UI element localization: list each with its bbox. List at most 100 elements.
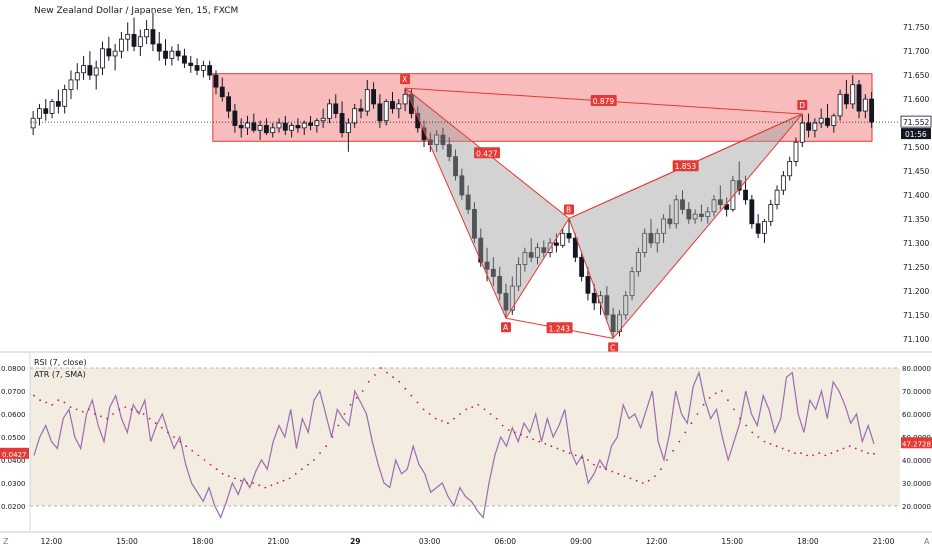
candle-body [686,208,692,220]
atr-tick-label: 0.0700 [1,388,26,396]
price-tick-label: 71.450 [903,167,929,176]
candle-body [516,264,522,287]
time-tick-label: 03:00 [419,537,441,546]
ratio-badge[interactable] [672,160,699,172]
candle-body [812,122,818,131]
pattern-point-c[interactable] [608,342,619,353]
atr-dot [526,436,528,438]
time-tick-label: 12:00 [646,537,668,546]
atr-dot [690,422,693,425]
resistance-zone-rect[interactable] [212,73,873,142]
rsi-line[interactable] [33,370,875,520]
atr-dot [100,415,102,418]
pattern-point-x[interactable] [400,74,411,85]
candle-body [585,276,591,294]
atr-dot [45,401,48,404]
time-tick-label: 21:00 [268,537,290,546]
atr-dot [477,403,480,406]
atr-dot [288,477,291,480]
candle-body [106,48,112,57]
atr-dot [294,472,297,475]
time-tick-label: 18:00 [192,537,214,546]
ratio-badge[interactable] [590,95,617,107]
candle-body [806,122,812,131]
candle-body [717,199,723,205]
rsi-atr-pane[interactable]: 0.0800 0.0700 0.0600 0.0500 0.0400 0.0300 0.02… [0,353,932,531]
zoom-reset-icon[interactable]: Z [3,537,9,546]
price-tick-label: 71.250 [903,263,929,272]
candle-body [705,211,711,217]
atr-dot [501,424,504,427]
candle-body [118,38,124,52]
atr-dot [227,475,230,477]
resistance-zone[interactable] [212,73,873,142]
candle-body [780,175,786,191]
last-price-badge [900,115,932,128]
candle-body [390,101,395,110]
atr-dot [75,408,78,411]
candle-body [743,189,748,201]
rsi-legend: RSI (7, close) [34,358,87,367]
candle-body [327,103,332,119]
atr-tick-label: 0.0600 [1,411,26,419]
atr-dot [434,417,437,420]
atr-dot [824,454,827,457]
atr-dot [787,449,790,452]
atr-dot [410,394,413,397]
candle-body [629,271,635,297]
price-axis[interactable]: 71.75071.70071.65071.60071.55071.50071.4… [900,0,932,352]
ratio-badge[interactable] [546,322,573,334]
pattern-point-b[interactable] [564,204,575,215]
atr-dot [605,468,608,471]
ratio-badge[interactable] [474,147,501,159]
atr-dot [556,447,559,450]
candle-body [200,65,206,71]
atr-dot [708,397,711,399]
candle-body [112,50,118,57]
atr-tick-label: 0.0800 [1,365,26,373]
atr-dot [221,472,224,475]
atr-dot [185,445,188,448]
ratio-label: 1.853 [675,162,697,171]
atr-dot [264,486,267,489]
price-tick-label: 71.750 [903,23,929,32]
time-axis[interactable]: Z A 12:00 15:00 18:00 21:00 29 03:00 06:00 09:0… [0,531,932,546]
candle-body [150,29,156,45]
candle-body [572,237,578,258]
atr-tick-label: 0.0300 [1,480,26,488]
candle-body [263,125,269,134]
atr-dot [818,452,821,454]
candle-body [339,113,345,134]
candle-body [692,213,698,220]
time-tick-label: 15:00 [116,537,138,546]
atr-tick-label: 0.0200 [1,503,26,511]
candle-body [736,180,742,191]
atr-dot [258,484,261,487]
harmonic-pattern[interactable]: 0.879 0.427 1.853 1.243 X A B C D [400,74,808,353]
atr-dot [63,401,66,404]
atr-dot [337,424,340,427]
atr-dot [678,440,681,443]
candle-body [282,122,288,131]
price-pane[interactable]: 71.75071.70071.65071.60071.55071.50071.4… [0,0,932,353]
candle-body [320,117,326,122]
auto-scale-icon[interactable]: A [924,537,930,546]
candle-body [648,232,654,244]
atr-dot [179,440,181,443]
time-tick-label: 15:00 [721,537,743,546]
atr-dot [495,417,498,420]
pattern-point-d[interactable] [797,99,808,110]
atr-dot [300,468,303,471]
atr-dot [653,475,656,477]
atr-dot [276,482,279,484]
rsi-tick-label: 20.0000 [902,503,931,511]
pattern-point-a[interactable] [500,322,511,333]
atr-dot [325,445,328,448]
atr-dot [282,479,285,482]
atr-dot [727,399,729,402]
price-scale-bg[interactable] [900,0,932,352]
candle-body [724,204,730,210]
candle-body [503,292,509,311]
atr-dot [81,410,84,413]
